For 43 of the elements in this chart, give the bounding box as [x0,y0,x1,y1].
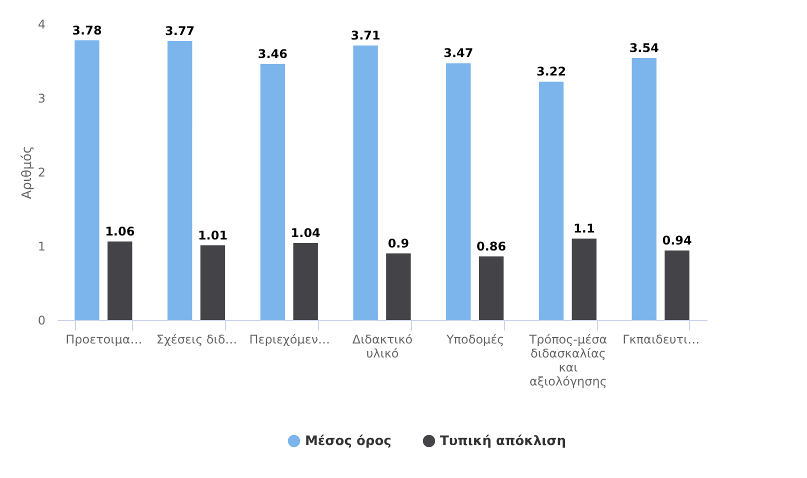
data-label: 1.01 [198,228,228,242]
bar [293,243,318,320]
x-tick-label: Υποδομές [445,332,504,346]
bar [478,256,504,320]
data-label: 3.78 [72,23,102,38]
legend-label: Τυπική απόκλιση [440,434,566,449]
data-label: 0.9 [388,236,410,250]
bar [168,41,192,320]
x-tick-label: Τρόπος-μέσα διδασκαλίας και αξιολόγησης [528,332,608,388]
x-tick-label: Σχέσεις διδ… [156,332,238,346]
bar [446,63,471,320]
y-tick-label: 0 [38,314,46,328]
data-label: 3.71 [350,28,380,42]
bar [108,242,132,320]
data-label: 3.54 [629,41,659,56]
x-tick-label: Διδακτικό υλικό [352,332,413,360]
legend-label: Μέσος όρος [305,434,392,449]
data-label: 1.06 [105,224,135,239]
data-label: 0.86 [476,239,506,254]
data-label: 1.1 [574,222,595,236]
y-tick-label: 2 [38,166,46,180]
x-tick-label: Προετοιμα… [66,332,142,346]
data-label: 3.47 [444,46,474,60]
y-tick-label: 1 [38,240,46,254]
y-axis-title: Αριθμός [20,146,35,200]
data-label: 3.77 [165,24,195,38]
bar [74,40,100,320]
x-tick-label: Περιεχόμεν… [249,332,330,346]
bar [386,253,411,320]
bar [664,250,690,320]
x-tick-label: Γκπαιδευτι… [622,332,700,346]
y-tick-label: 3 [38,92,46,106]
data-label: 3.22 [536,64,566,79]
bar [632,58,656,320]
y-tick-label: 4 [38,18,46,32]
bar [538,82,564,320]
bar [200,245,226,320]
data-label: 0.94 [662,233,692,248]
bar [572,238,596,320]
bar [353,45,378,320]
bar [260,64,286,320]
data-label: 3.46 [258,46,288,61]
data-label: 1.04 [290,226,320,240]
